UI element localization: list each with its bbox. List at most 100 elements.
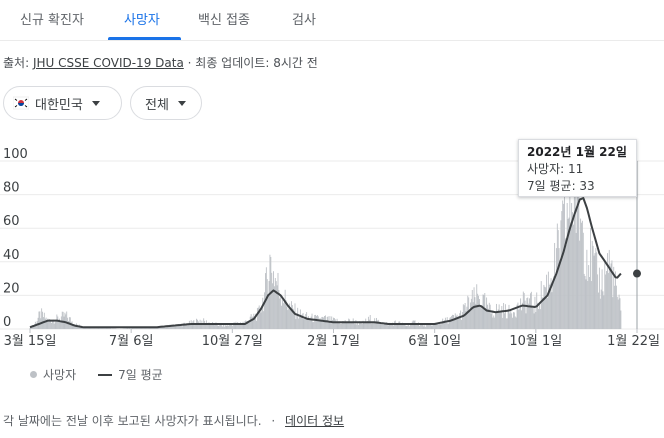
death-bar: [518, 309, 520, 329]
death-bar: [135, 327, 137, 329]
range-dropdown[interactable]: 전체: [130, 86, 202, 120]
death-bar: [75, 325, 77, 329]
death-bar: [72, 324, 74, 329]
tab-new-cases[interactable]: 신규 확진자: [20, 13, 84, 28]
chart-tooltip: 2022년 1월 22일 사망자: 11 7일 평균: 33: [518, 139, 637, 197]
death-bar: [533, 313, 535, 329]
death-bar: [192, 321, 194, 329]
death-bar: [314, 315, 316, 329]
region-dropdown[interactable]: 대한민국: [3, 86, 122, 120]
death-bar: [418, 326, 420, 329]
death-bar: [174, 326, 176, 329]
death-bar: [469, 309, 471, 329]
death-bar: [528, 303, 530, 329]
death-bar: [328, 321, 330, 329]
death-bar: [566, 202, 568, 329]
death-bar: [291, 305, 293, 329]
death-bar: [333, 317, 334, 329]
death-bar: [449, 317, 451, 329]
death-bar: [309, 319, 311, 329]
death-bar: [236, 323, 238, 329]
tab-bar: 신규 확진자 사망자 백신 접종 검사: [0, 0, 664, 41]
death-bar: [495, 303, 497, 329]
tab-vaccinations[interactable]: 백신 접종: [198, 13, 250, 28]
death-bar: [29, 328, 31, 329]
death-bar: [277, 272, 279, 329]
death-bar: [247, 321, 249, 329]
death-bar: [470, 302, 471, 329]
death-bar: [598, 267, 600, 329]
death-bar: [197, 321, 199, 329]
x-tick-label: 10월 1일: [509, 334, 562, 349]
death-bar: [384, 323, 386, 329]
death-bar: [111, 328, 113, 329]
death-bar: [563, 203, 565, 329]
death-bar: [600, 289, 602, 329]
death-bar: [553, 276, 555, 329]
death-bar: [166, 325, 168, 329]
death-bar: [108, 328, 110, 329]
death-bar: [384, 322, 385, 329]
death-bar: [49, 318, 51, 329]
death-bar: [614, 285, 616, 329]
death-bar: [162, 326, 163, 329]
death-bar: [175, 325, 177, 329]
death-bar: [618, 294, 620, 329]
death-bar: [209, 324, 211, 329]
death-bar: [259, 311, 261, 329]
death-bar: [620, 310, 622, 329]
death-bar: [344, 320, 346, 329]
death-bar: [207, 322, 209, 329]
death-bar: [185, 324, 187, 329]
death-bar: [341, 323, 343, 329]
death-bar: [38, 311, 40, 329]
death-bar: [455, 316, 457, 329]
death-bar: [496, 311, 498, 329]
death-bar: [103, 327, 105, 329]
y-tick-label: 40: [3, 248, 20, 263]
death-bar: [46, 321, 48, 329]
death-bar: [94, 328, 96, 329]
death-bar: [483, 294, 485, 329]
death-bar: [525, 313, 527, 329]
death-bar: [219, 324, 221, 329]
death-bar: [171, 326, 172, 329]
death-bar: [223, 326, 225, 329]
tab-tests[interactable]: 검사: [292, 13, 316, 28]
death-bar: [230, 324, 232, 329]
death-bar: [260, 312, 262, 329]
death-bar: [319, 318, 321, 329]
death-bar: [125, 328, 127, 329]
death-bar: [48, 319, 50, 329]
death-bar: [529, 298, 531, 329]
death-bar: [560, 220, 562, 329]
death-bar: [213, 325, 215, 329]
death-bar: [487, 308, 489, 329]
death-bar: [380, 324, 382, 329]
death-bar: [419, 323, 421, 329]
death-bar: [510, 309, 512, 329]
death-bar: [318, 320, 320, 329]
death-bar: [113, 328, 115, 329]
death-bar: [589, 227, 591, 329]
death-bar: [267, 297, 269, 329]
data-info-link[interactable]: 데이터 정보: [285, 414, 345, 428]
death-bar: [540, 281, 542, 329]
death-bar: [410, 324, 411, 329]
death-bar: [390, 322, 392, 329]
source-link[interactable]: JHU CSSE COVID-19 Data: [32, 56, 184, 70]
death-bar: [538, 308, 539, 329]
death-bar: [406, 325, 408, 329]
death-bar: [461, 312, 463, 329]
death-bar: [320, 320, 322, 329]
death-bar: [396, 323, 398, 329]
death-bar: [102, 328, 104, 329]
death-bar: [35, 323, 37, 329]
death-bar: [555, 274, 556, 329]
death-bar: [411, 321, 413, 329]
tab-deaths[interactable]: 사망자: [124, 13, 160, 28]
death-bar: [511, 313, 513, 329]
source-prefix: 출처:: [3, 56, 30, 70]
death-bar: [513, 312, 514, 329]
death-bar: [132, 327, 134, 329]
